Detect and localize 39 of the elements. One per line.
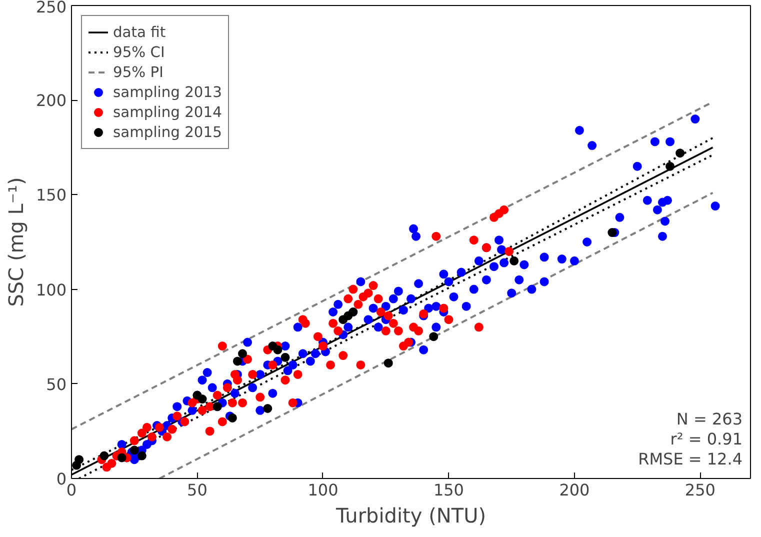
x-tick-label: 50 xyxy=(187,480,208,500)
point xyxy=(676,148,685,158)
point xyxy=(384,358,393,368)
point xyxy=(263,404,272,413)
point xyxy=(429,332,438,342)
legend-label: sampling 2015 xyxy=(113,124,222,140)
point xyxy=(228,413,237,422)
y-tick-label: 250 xyxy=(36,0,67,16)
y-axis-title: SSC (mg L⁻¹) xyxy=(4,177,28,307)
point xyxy=(137,451,146,460)
legend-label: sampling 2013 xyxy=(113,84,222,100)
annotation: RMSE = 12.4 xyxy=(638,450,742,468)
y-tick-label: 100 xyxy=(36,280,67,300)
point xyxy=(273,345,282,354)
legend-label: data fit xyxy=(113,24,166,40)
annotation: N = 263 xyxy=(676,410,743,428)
point xyxy=(510,256,519,266)
point xyxy=(117,453,126,462)
point xyxy=(666,162,675,171)
legend-label: sampling 2014 xyxy=(113,104,222,120)
point xyxy=(232,356,242,366)
x-tick-label: 250 xyxy=(684,480,716,500)
point xyxy=(74,455,84,464)
annotation: r² = 0.91 xyxy=(670,430,743,448)
y-tick-label: 50 xyxy=(46,374,66,394)
legend-label: 95% CI xyxy=(113,44,165,60)
point xyxy=(238,349,248,358)
x-tick-label: 150 xyxy=(433,480,464,500)
legend-label: 95% PI xyxy=(113,64,164,80)
point xyxy=(130,446,139,455)
point xyxy=(608,228,617,238)
point xyxy=(280,352,290,362)
y-tick-label: 150 xyxy=(36,186,67,205)
y-tick-label: 200 xyxy=(36,91,67,110)
x-tick-label: 200 xyxy=(559,480,590,500)
x-tick-label: 100 xyxy=(308,480,338,500)
x-axis-title: Turbidity (NTU) xyxy=(334,504,486,528)
point xyxy=(198,394,207,404)
point xyxy=(100,451,109,460)
